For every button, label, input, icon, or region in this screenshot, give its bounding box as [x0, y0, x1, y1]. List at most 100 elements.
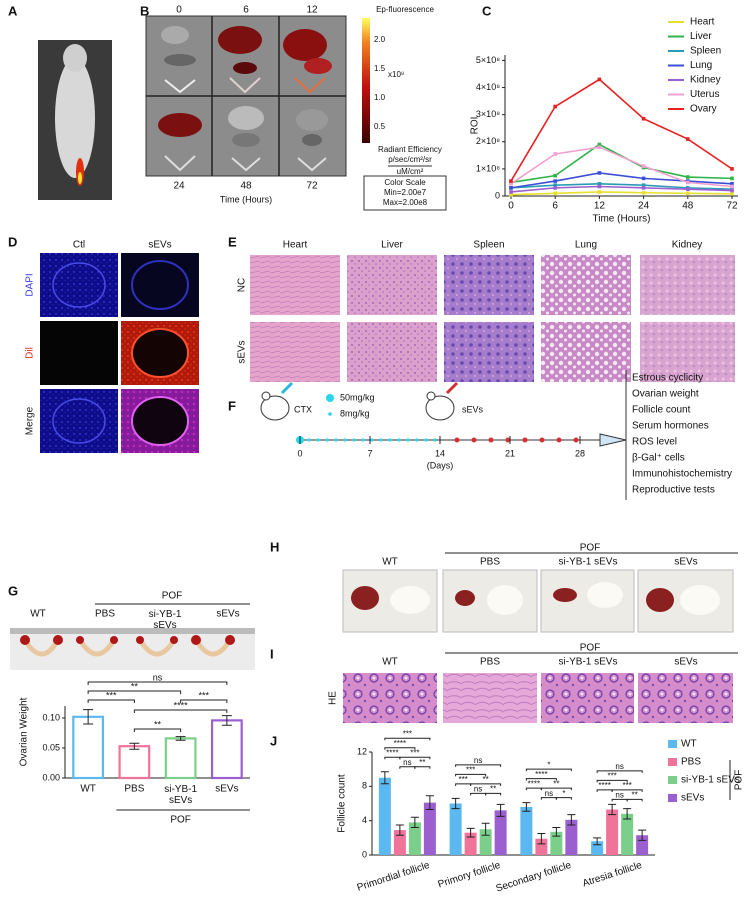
- x-tick-label: Primordial follicle: [356, 860, 432, 894]
- legend-label: Lung: [690, 60, 712, 71]
- panel-label: I: [270, 646, 274, 661]
- dose-label: 50mg/kg: [340, 392, 375, 402]
- error-bar: [175, 736, 186, 741]
- y-tick-label: 0.00: [42, 772, 60, 782]
- day-label: 14: [435, 448, 445, 458]
- dose-dot: [316, 438, 320, 442]
- x-axis-title: Time (Hours): [593, 214, 651, 225]
- bar: [520, 806, 533, 855]
- group-label: sEVs: [674, 657, 697, 668]
- error-bar: [425, 795, 434, 811]
- legend-label: Uterus: [690, 89, 719, 100]
- point: [509, 192, 513, 197]
- x-tick-label: 12: [594, 201, 606, 212]
- dose-dot: [379, 438, 383, 442]
- fluorescence-images: [40, 253, 199, 453]
- error-bar: [496, 803, 505, 817]
- mouse-body: [55, 58, 95, 178]
- significance-label: **: [154, 719, 162, 729]
- treatment-label: CTX: [294, 404, 312, 414]
- dose-dot: [573, 437, 579, 443]
- colorbar-tick: 0.5: [374, 122, 386, 131]
- legend-group-label: POF: [734, 770, 745, 791]
- significance-bracket: [611, 789, 643, 792]
- dose-dot: [454, 437, 460, 443]
- organ-images: [145, 15, 347, 177]
- dose-dot: [352, 438, 356, 442]
- group-label: si-YB-1 sEVs: [559, 657, 618, 668]
- point: [730, 176, 734, 181]
- significance-bracket: [470, 792, 487, 796]
- point: [686, 180, 690, 185]
- series-line: [510, 182, 733, 191]
- schedule-drawing: [260, 370, 627, 500]
- bar: [449, 803, 462, 855]
- dose-dot: [539, 437, 545, 443]
- rat-photos: [342, 569, 734, 633]
- point: [553, 186, 557, 190]
- point: [509, 181, 513, 186]
- legend-label: Liver: [690, 31, 712, 42]
- significance-bracket: [555, 797, 572, 800]
- group-label: WT: [382, 557, 398, 568]
- significance-bracket: [399, 766, 416, 769]
- bar: [550, 831, 563, 855]
- significance-label: ns: [403, 758, 411, 767]
- legend-label: Kidney: [690, 75, 721, 86]
- point: [641, 164, 646, 168]
- panel-label: C: [482, 3, 492, 18]
- significance-label: ns: [615, 790, 623, 799]
- series-line: [510, 143, 733, 184]
- panel-label: D: [8, 234, 17, 249]
- significance-bracket: [470, 783, 502, 786]
- legend-swatch: [668, 740, 677, 748]
- significance-bracket: [485, 792, 502, 796]
- outcome: β-Gal⁺ cells: [632, 453, 685, 464]
- significance-bracket: [596, 770, 643, 773]
- legend-label: Spleen: [690, 46, 721, 57]
- series-line: [510, 146, 733, 188]
- x-tick-label: 6: [552, 201, 558, 212]
- series-line: [510, 185, 733, 193]
- significance-label: ***: [403, 729, 412, 738]
- significance-label: ns: [545, 789, 553, 798]
- point: [641, 190, 646, 195]
- y-tick-label: 4×10⁸: [476, 82, 500, 92]
- error-bar: [537, 833, 546, 845]
- he-images: [343, 673, 733, 723]
- bar: [393, 830, 406, 855]
- y-tick-label: 1×10⁸: [476, 163, 500, 173]
- significance-label: *: [562, 789, 565, 798]
- significance-bracket: [596, 789, 613, 792]
- color-scale-box: [363, 175, 447, 211]
- significance-bracket: [133, 728, 182, 732]
- point: [553, 173, 557, 178]
- scale-text: Max=2.00e8: [383, 198, 428, 207]
- panel-label: B: [140, 3, 149, 18]
- error-bar: [395, 824, 404, 836]
- colorbar-title: Ep-fluorescence: [376, 5, 434, 14]
- significance-bracket: [455, 783, 472, 786]
- series-line: [510, 78, 733, 182]
- panel-label: E: [228, 234, 237, 249]
- significance-bracket: [525, 787, 542, 791]
- error-bar: [481, 822, 490, 836]
- panel-label: F: [228, 398, 236, 413]
- significance-bracket: [455, 773, 487, 777]
- bar: [378, 777, 391, 855]
- point: [553, 183, 557, 187]
- point: [597, 184, 602, 189]
- significance-bracket: [611, 798, 628, 802]
- point: [509, 179, 513, 183]
- point: [641, 176, 646, 181]
- significance-label: ****: [528, 779, 540, 788]
- outcome: Serum hormones: [632, 421, 709, 432]
- point: [730, 188, 734, 193]
- point: [730, 181, 734, 186]
- bar: [423, 802, 436, 855]
- significance-label: ****: [394, 739, 406, 748]
- group-label: PBS: [480, 557, 500, 568]
- x-tick-label: 0: [508, 201, 514, 212]
- row-label: NC: [237, 278, 248, 292]
- dose-dot: [325, 438, 329, 442]
